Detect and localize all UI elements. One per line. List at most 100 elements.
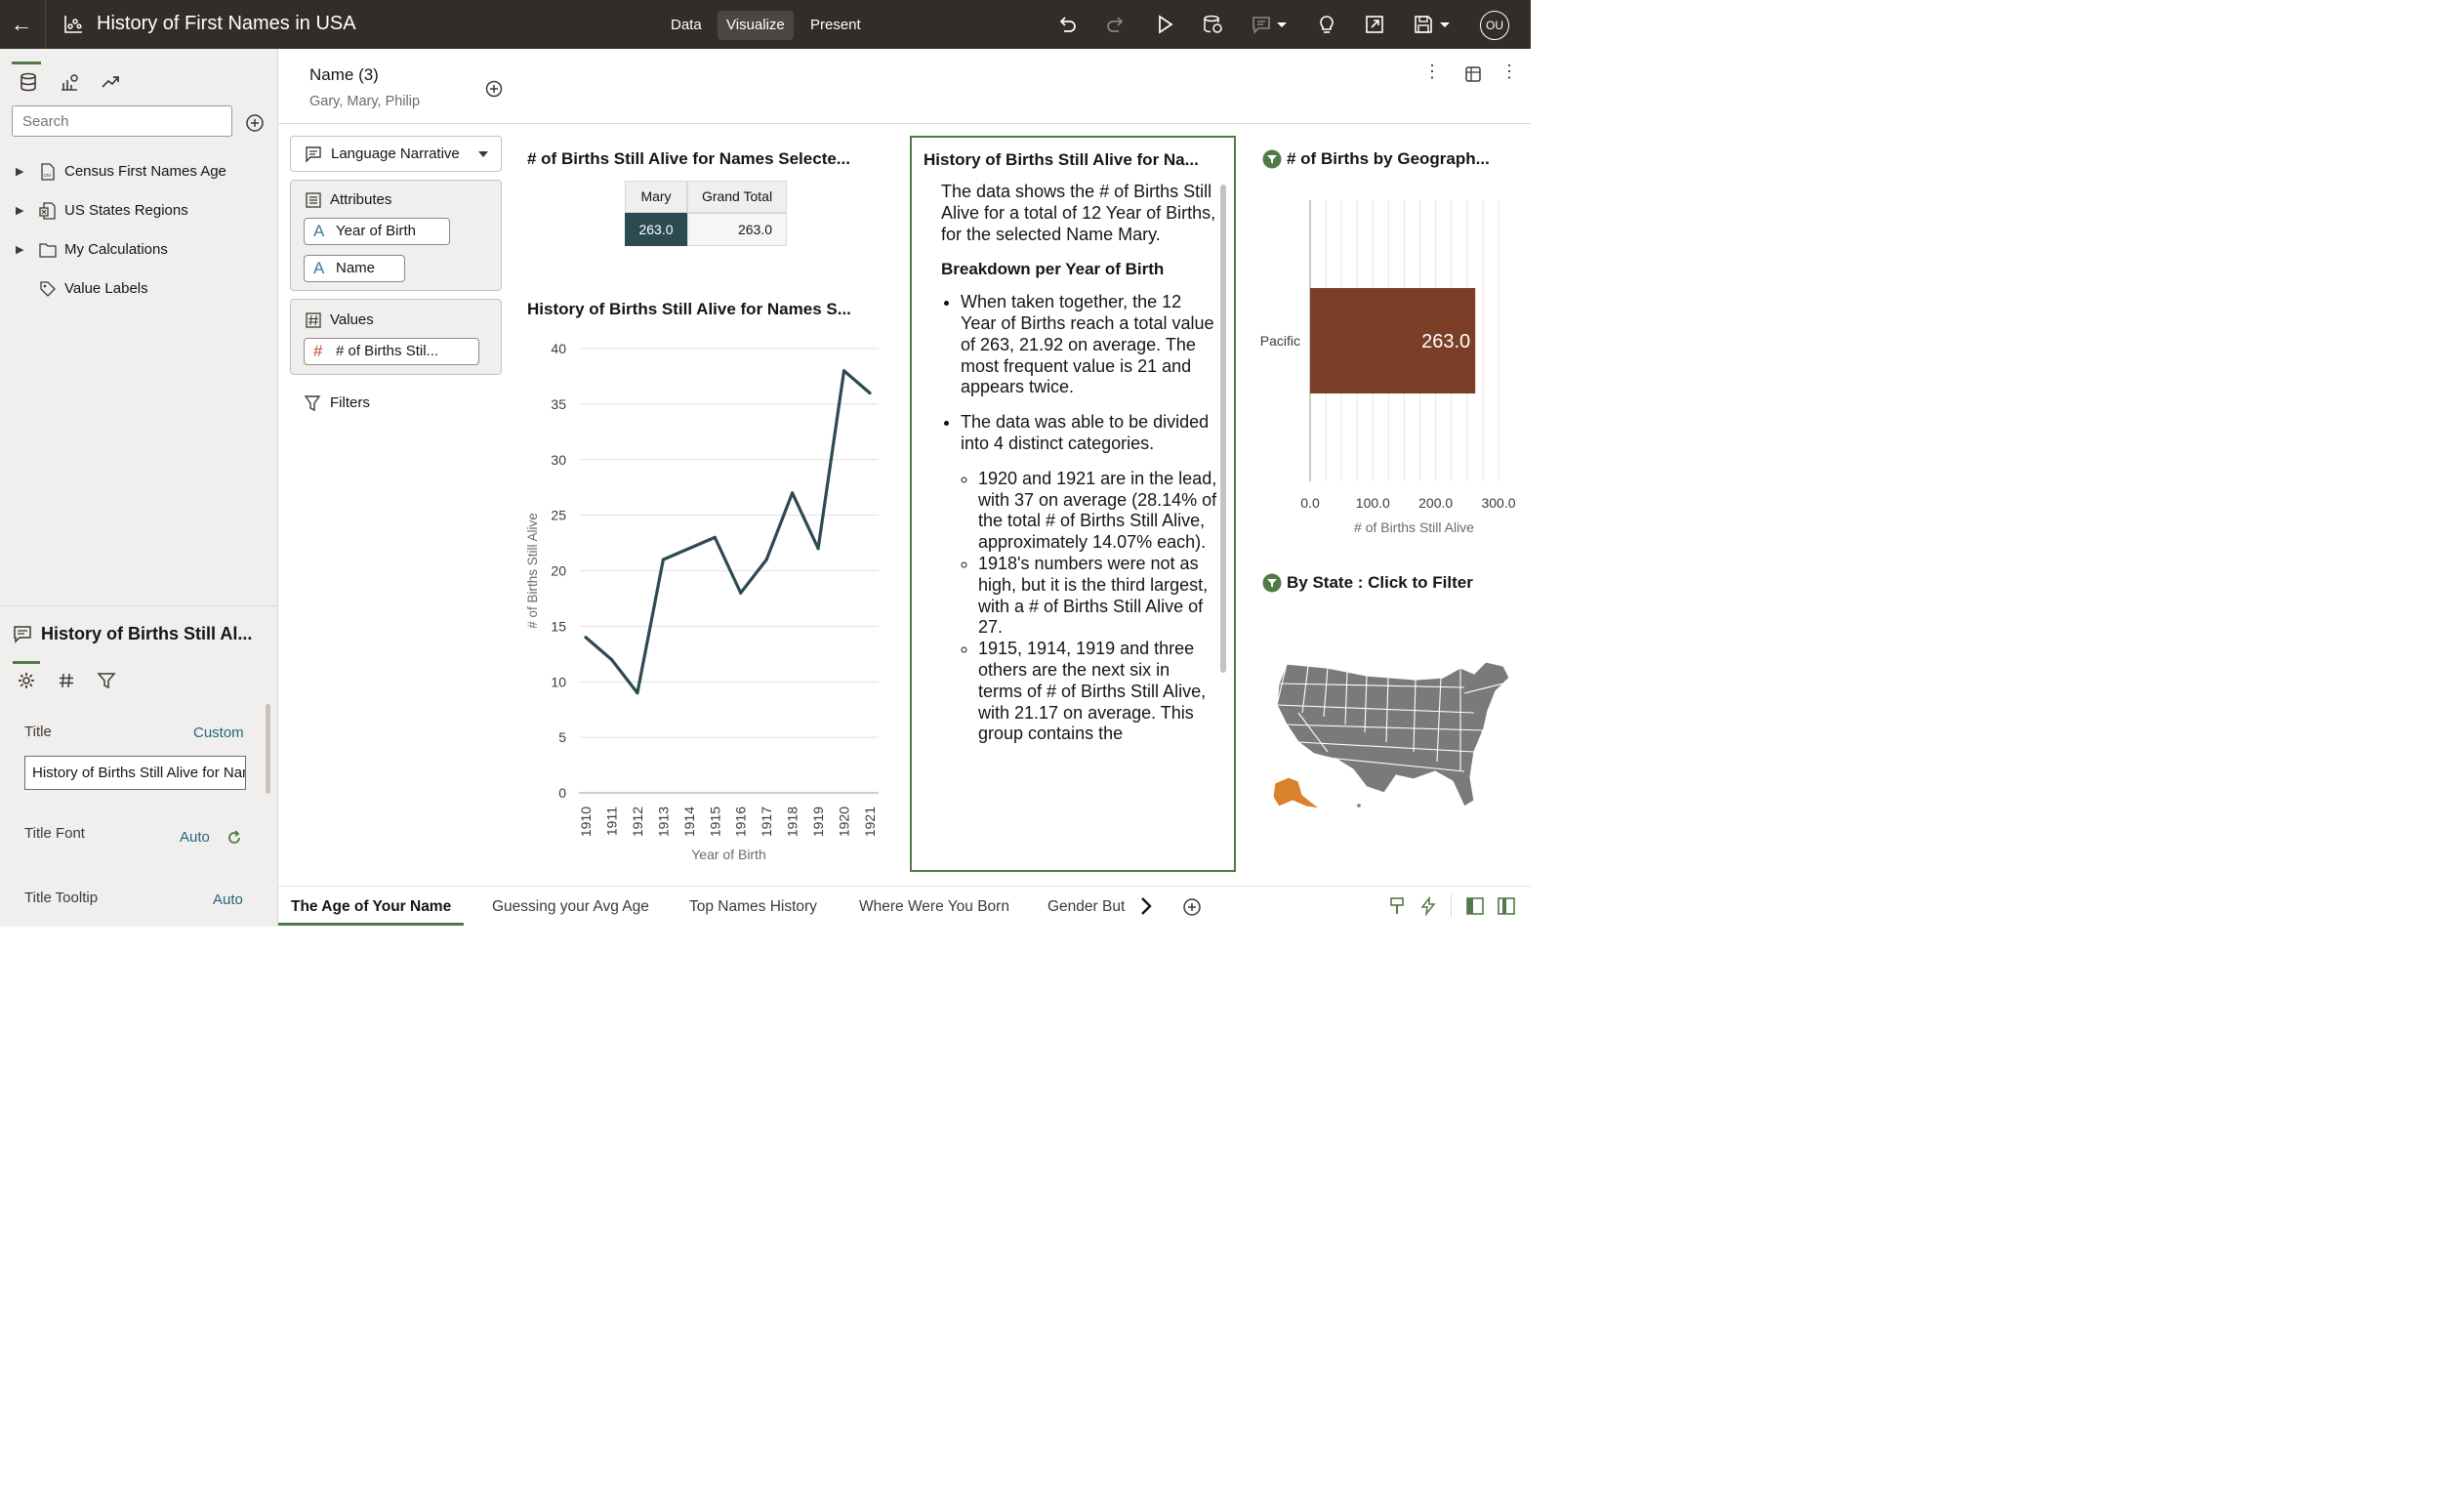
language-narrative-viz[interactable]: History of Births Still Alive for Na... … bbox=[910, 136, 1236, 872]
data-point bbox=[764, 558, 768, 561]
header-divider bbox=[45, 0, 46, 49]
title-label: Title bbox=[24, 724, 52, 740]
narrative-viz-icon bbox=[14, 626, 31, 643]
viz-type-dropdown[interactable]: Language Narrative bbox=[290, 136, 502, 172]
attributes-label: Attributes bbox=[330, 191, 392, 208]
expand-arrow-icon[interactable]: ▶ bbox=[16, 244, 24, 256]
bar-chart[interactable]: 0.0 100.0 200.0 300.0 Pacific 263.0 # of Birth… bbox=[1254, 181, 1531, 542]
filter-icon bbox=[304, 395, 321, 412]
x-tick-label: 300.0 bbox=[1481, 495, 1515, 511]
narrative-list: When taken together, the 12 Year of Birt… bbox=[941, 292, 1218, 745]
narrative-sub-bullet: 1920 and 1921 are in the lead, with 37 o… bbox=[978, 469, 1218, 554]
canvas-menu-icon[interactable]: ⋮ bbox=[1500, 62, 1518, 81]
app-header: ← History of First Names in USA Data Vis… bbox=[0, 0, 1531, 49]
hash-icon[interactable] bbox=[57, 671, 76, 690]
data-tab-icon[interactable] bbox=[18, 71, 39, 93]
run-icon[interactable] bbox=[1154, 14, 1175, 35]
narrative-body: The data shows the # of Births Still Ali… bbox=[941, 182, 1218, 759]
toggle-grammar-panel-icon[interactable] bbox=[1497, 896, 1516, 916]
save-icon[interactable] bbox=[1413, 14, 1434, 35]
value-pill-births-still-alive[interactable]: # # of Births Stil... bbox=[304, 338, 479, 365]
workbook-title: History of First Names in USA bbox=[97, 13, 356, 34]
line-chart[interactable]: 0 5 10 15 20 25 30 35 40 1910 1911 1912 1913 1914 1915… bbox=[517, 332, 898, 874]
viz-type-label: Language Narrative bbox=[331, 145, 460, 162]
pivot-cell-selected[interactable]: 263.0 bbox=[625, 213, 687, 246]
undo-icon[interactable] bbox=[1056, 14, 1078, 35]
refresh-data-icon[interactable] bbox=[1202, 14, 1223, 35]
gear-icon[interactable] bbox=[17, 671, 36, 690]
toggle-left-panel-icon[interactable] bbox=[1465, 896, 1485, 916]
narrative-intro: The data shows the # of Births Still Ali… bbox=[941, 182, 1216, 244]
title-mode-link[interactable]: Custom bbox=[193, 724, 244, 741]
x-tick-label: 1914 bbox=[681, 807, 697, 837]
y-tick-label: 0 bbox=[558, 785, 566, 801]
narrative-icon bbox=[306, 146, 321, 163]
tab-top-names-history[interactable]: Top Names History bbox=[689, 898, 817, 915]
narrative-bullet: When taken together, the 12 Year of Birt… bbox=[961, 292, 1218, 398]
active-tab-indicator bbox=[12, 62, 41, 64]
attribute-pill-name[interactable]: A Name bbox=[304, 255, 405, 282]
comment-icon[interactable] bbox=[1251, 14, 1272, 35]
analytics-tab-icon[interactable] bbox=[100, 71, 121, 93]
filter-icon[interactable] bbox=[97, 671, 116, 690]
add-data-icon[interactable] bbox=[244, 112, 266, 134]
mode-visualize-button[interactable]: Visualize bbox=[718, 11, 794, 40]
properties-scrollbar[interactable] bbox=[266, 704, 270, 794]
pill-label: Year of Birth bbox=[336, 223, 416, 239]
visualizations-tab-icon[interactable] bbox=[59, 71, 80, 93]
mode-data-button[interactable]: Data bbox=[671, 17, 702, 33]
pivot-col-header[interactable]: Mary bbox=[625, 181, 687, 213]
data-point bbox=[584, 636, 588, 640]
tree-item-label: US States Regions bbox=[64, 202, 188, 219]
y-tick-label: 35 bbox=[551, 396, 566, 412]
title-text-field[interactable]: History of Births Still Alive for Names … bbox=[24, 756, 246, 790]
chevron-right-icon[interactable] bbox=[1139, 896, 1153, 916]
title-font-label: Title Font bbox=[24, 825, 85, 842]
mode-present-button[interactable]: Present bbox=[810, 17, 861, 33]
reset-icon[interactable] bbox=[226, 829, 243, 847]
export-icon[interactable] bbox=[1364, 14, 1385, 35]
user-avatar[interactable]: OU bbox=[1480, 11, 1509, 40]
map-title: By State : Click to Filter bbox=[1287, 573, 1473, 592]
x-tick-label: 1919 bbox=[810, 807, 826, 837]
values-section: Values # # of Births Stil... bbox=[290, 299, 502, 375]
title-tooltip-value[interactable]: Auto bbox=[213, 891, 243, 908]
tab-guessing-your-avg-age[interactable]: Guessing your Avg Age bbox=[492, 898, 649, 915]
expand-arrow-icon[interactable]: ▶ bbox=[16, 166, 24, 178]
data-point bbox=[661, 558, 665, 561]
data-point bbox=[791, 491, 795, 495]
narrative-bullet: The data was able to be divided into 4 d… bbox=[961, 412, 1218, 745]
title-font-value[interactable]: Auto bbox=[180, 829, 210, 846]
y-tick-label: 20 bbox=[551, 563, 566, 579]
expand-arrow-icon[interactable]: ▶ bbox=[16, 205, 24, 217]
attribute-a-icon: A bbox=[313, 222, 325, 240]
add-canvas-icon[interactable] bbox=[1182, 897, 1202, 917]
filter-name-label[interactable]: Name (3) bbox=[309, 65, 379, 84]
insights-bulb-icon[interactable] bbox=[1316, 14, 1337, 35]
list-icon bbox=[306, 192, 321, 208]
narrative-scrollbar[interactable] bbox=[1220, 185, 1226, 673]
tab-where-were-you-born[interactable]: Where Were You Born bbox=[859, 898, 1009, 915]
back-arrow-icon[interactable]: ← bbox=[11, 12, 32, 36]
x-tick-label: 1912 bbox=[630, 807, 645, 837]
more-options-icon[interactable]: ⋮ bbox=[1423, 62, 1441, 81]
pivot-cell[interactable]: 263.0 bbox=[687, 213, 787, 246]
filters-label[interactable]: Filters bbox=[330, 394, 370, 411]
add-filter-icon[interactable] bbox=[484, 79, 504, 99]
brush-icon[interactable] bbox=[1387, 896, 1407, 916]
data-point bbox=[609, 657, 614, 662]
narrative-heading: Breakdown per Year of Birth bbox=[941, 260, 1165, 279]
y-tick-label: 30 bbox=[551, 452, 566, 468]
narrative-title: History of Births Still Alive for Na... bbox=[924, 150, 1199, 169]
auto-apply-lightning-icon[interactable] bbox=[1418, 896, 1438, 916]
filter-settings-icon[interactable] bbox=[1463, 64, 1483, 84]
search-input[interactable] bbox=[12, 105, 232, 137]
tab-gender-but[interactable]: Gender But bbox=[1047, 898, 1126, 915]
redo-icon[interactable] bbox=[1105, 14, 1127, 35]
pivot-title: # of Births Still Alive for Names Select… bbox=[527, 149, 850, 168]
attribute-pill-year-of-birth[interactable]: A Year of Birth bbox=[304, 218, 450, 245]
us-states-map[interactable] bbox=[1269, 654, 1515, 815]
comment-dropdown-icon[interactable] bbox=[1275, 14, 1289, 35]
save-dropdown-icon[interactable] bbox=[1438, 14, 1452, 35]
tab-the-age-of-your-name[interactable]: The Age of Your Name bbox=[291, 898, 452, 915]
